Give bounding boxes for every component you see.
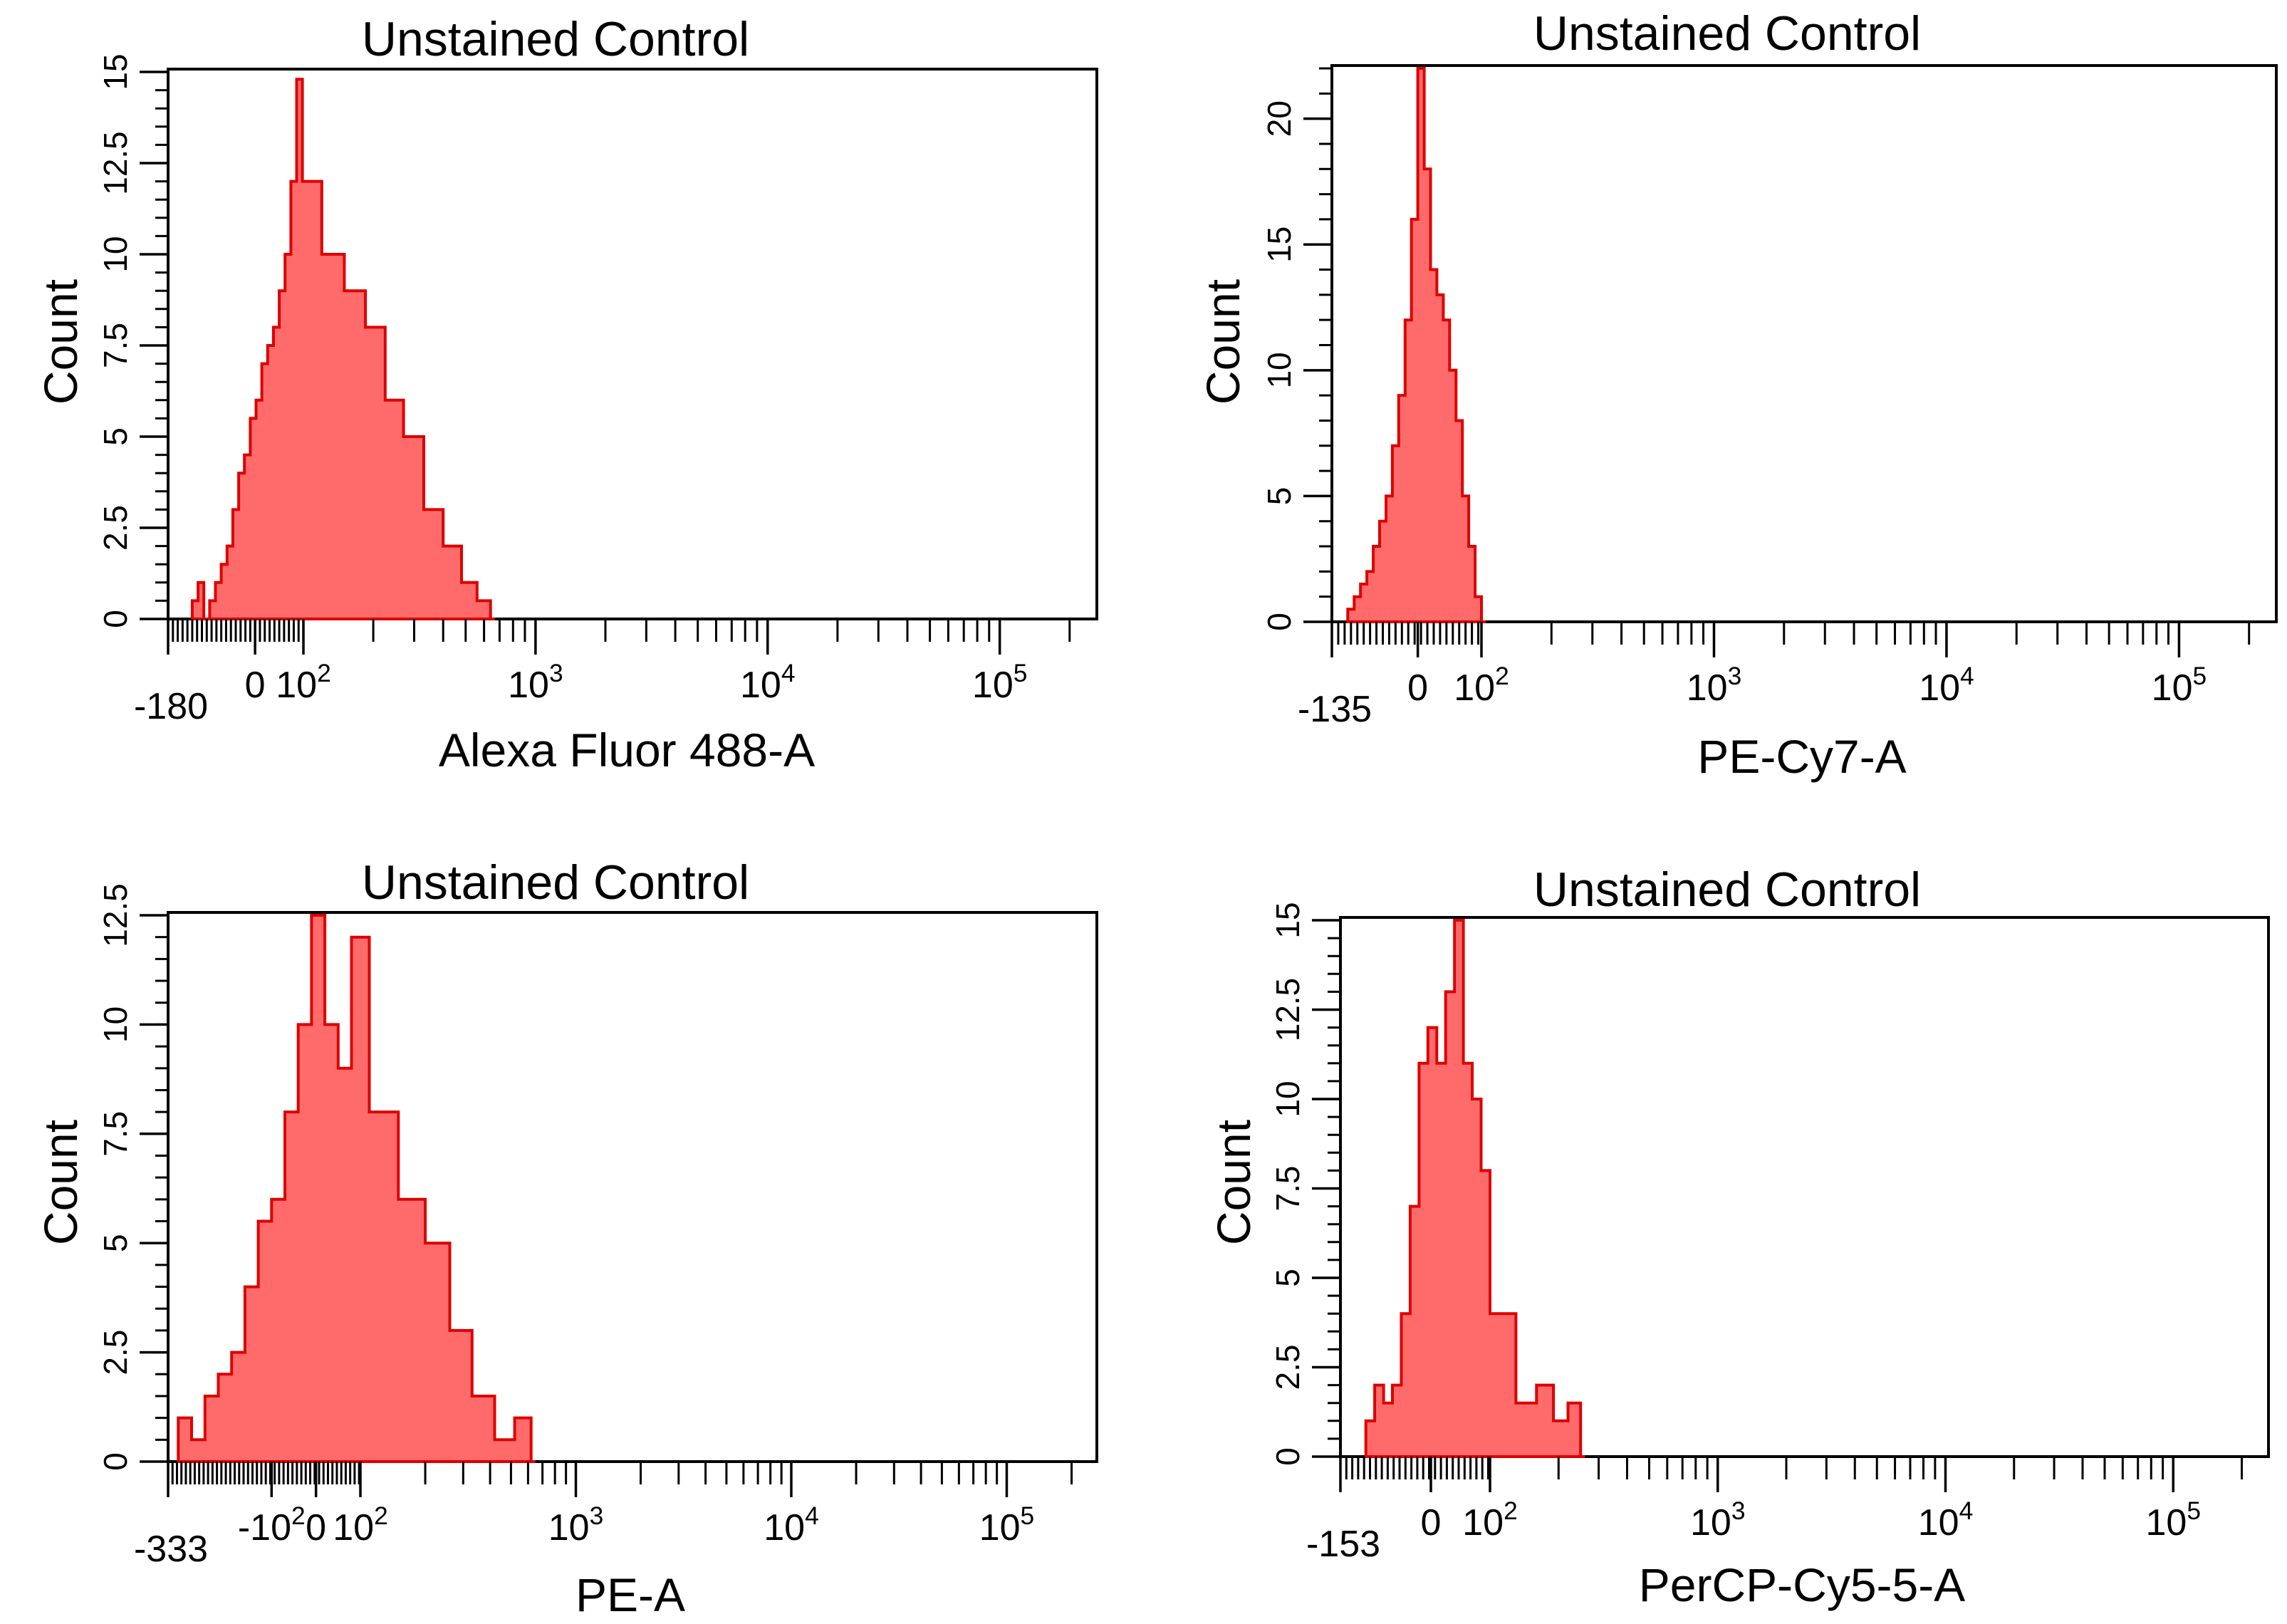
- x-tick-label: 0: [245, 665, 266, 706]
- y-tick-label: 0: [1269, 1447, 1306, 1466]
- x-tick-label: 0: [306, 1507, 326, 1548]
- y-tick-label: 7.5: [1269, 1166, 1306, 1212]
- x-tick-label: 103: [1690, 1497, 1746, 1544]
- x-tick-label: 103: [1687, 662, 1742, 709]
- x-tick-label: -180: [134, 686, 208, 727]
- y-tick-label: 7.5: [97, 1111, 134, 1157]
- x-tick-label: 103: [508, 660, 563, 706]
- x-axis-label: PE-Cy7-A: [1697, 730, 1906, 783]
- x-axis: -135 0 102 103 104 105: [1298, 622, 2251, 730]
- chart-title: Unstained Control: [362, 12, 749, 66]
- plot-frame: [1330, 64, 2278, 623]
- x-tick-label: 105: [979, 1502, 1035, 1548]
- x-axis-label: PerCP-Cy5-5-A: [1639, 1558, 1965, 1611]
- x-tick-label: 104: [740, 660, 796, 706]
- y-axis-label: Count: [34, 279, 87, 405]
- x-tick-label: 102: [1462, 1497, 1518, 1544]
- chart-title: Unstained Control: [1533, 863, 1921, 917]
- x-tick-label: 103: [548, 1502, 604, 1548]
- y-axis: 0 5 10 15 20: [1261, 67, 1332, 631]
- y-tick-label: 10: [97, 236, 134, 272]
- x-tick-label: 105: [2145, 1497, 2201, 1544]
- y-tick-label: 10: [1269, 1081, 1306, 1117]
- y-tick-label: 5: [1269, 1269, 1306, 1287]
- y-tick-label: 12.5: [97, 883, 134, 947]
- y-tick-label: 20: [1261, 100, 1298, 137]
- x-axis-label: Alexa Fluor 488-A: [439, 724, 815, 776]
- histogram-panel-percp-cy5-5: 0 2.5 5 7.5 10 12.5 15 -153 0 102 103 104 105 Unsta…: [1207, 863, 2270, 1611]
- x-axis: -153 0 102 103 104 105: [1306, 1457, 2244, 1565]
- y-tick-label: 10: [97, 1006, 134, 1043]
- y-axis: 0 2.5 5 7.5 10 12.5 15: [97, 53, 168, 628]
- y-tick-label: 2.5: [1269, 1345, 1306, 1390]
- histogram-panel-pe-cy7: 0 5 10 15 20 -135 0 102 103 104 105 Unstained Con…: [1197, 6, 2278, 783]
- y-tick-label: 0: [97, 1452, 134, 1471]
- x-tick-label: -153: [1306, 1524, 1380, 1565]
- chart-title: Unstained Control: [362, 855, 749, 910]
- x-tick-label: 105: [2152, 662, 2207, 709]
- x-tick-label: 104: [1919, 662, 1974, 709]
- y-tick-label: 10: [1261, 352, 1298, 388]
- y-axis: 0 2.5 5 7.5 10 12.5: [97, 883, 168, 1471]
- y-tick-label: 12.5: [97, 131, 134, 195]
- histogram-area: [190, 78, 495, 620]
- chart-title: Unstained Control: [1533, 6, 1921, 61]
- x-tick-label: 105: [972, 660, 1028, 706]
- x-tick-label: -333: [134, 1529, 208, 1570]
- x-axis-label: PE-A: [575, 1568, 685, 1621]
- y-tick-label: 15: [1269, 902, 1306, 938]
- x-tick-label: -135: [1298, 689, 1372, 730]
- y-tick-label: 5: [1261, 487, 1298, 506]
- x-axis: -333 -102 0 102 103 104 105: [134, 1462, 1073, 1570]
- x-axis: -180 0 102 103 104 105: [134, 619, 1071, 727]
- y-axis: 0 2.5 5 7.5 10 12.5 15: [1269, 902, 1340, 1466]
- y-tick-label: 15: [97, 53, 134, 90]
- y-tick-label: 2.5: [97, 1330, 134, 1375]
- x-tick-label: 102: [276, 660, 331, 706]
- y-axis-label: Count: [34, 1120, 87, 1245]
- y-tick-label: 5: [97, 1234, 134, 1252]
- y-tick-label: 0: [97, 610, 134, 628]
- x-tick-label: 104: [1918, 1497, 1974, 1544]
- x-tick-label: 102: [333, 1502, 388, 1548]
- y-tick-label: 2.5: [97, 505, 134, 551]
- y-axis-label: Count: [1207, 1120, 1260, 1245]
- histogram-area: [177, 914, 536, 1463]
- plot-frame: [1339, 916, 2270, 1458]
- histogram-area: [1346, 67, 1486, 623]
- y-tick-label: 15: [1261, 227, 1298, 263]
- x-tick-label: 104: [764, 1502, 819, 1548]
- plot-frame: [167, 911, 1098, 1463]
- y-tick-label: 5: [97, 427, 134, 446]
- y-axis-label: Count: [1197, 279, 1249, 405]
- y-tick-label: 0: [1261, 613, 1298, 631]
- x-tick-label: 0: [1421, 1502, 1442, 1544]
- y-tick-label: 7.5: [97, 323, 134, 368]
- x-tick-label: 102: [1454, 662, 1509, 709]
- histogram-area: [1364, 919, 1585, 1458]
- y-tick-label: 12.5: [1269, 978, 1306, 1042]
- plot-frame: [167, 68, 1098, 620]
- x-tick-label: -102: [238, 1502, 306, 1548]
- x-tick-label: 0: [1407, 667, 1428, 709]
